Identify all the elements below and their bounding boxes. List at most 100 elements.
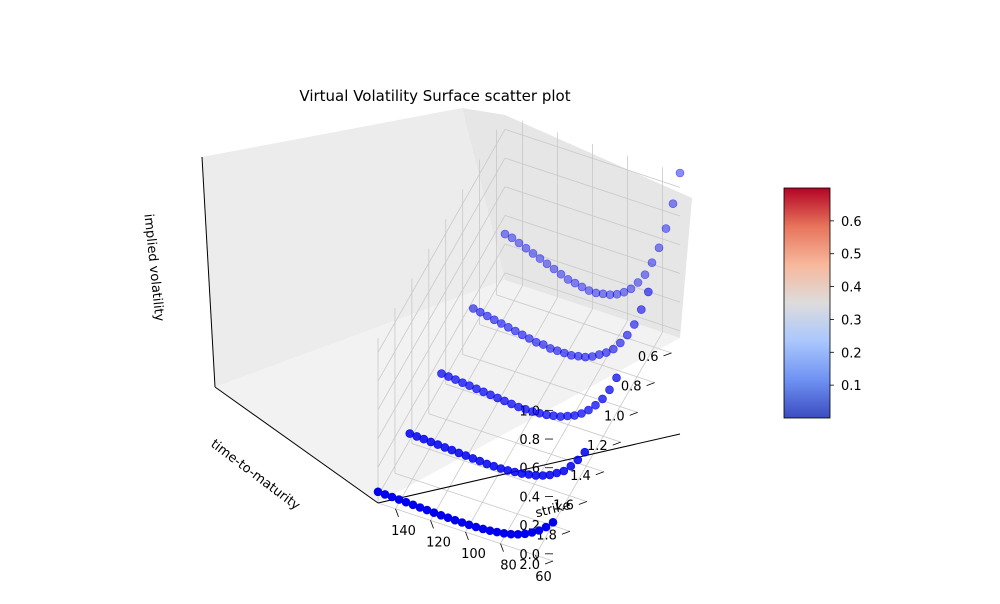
data-point (499, 528, 509, 538)
vol-side-gridline (377, 186, 506, 410)
data-point (598, 289, 608, 299)
colorbar-tick-label: 0.5 (841, 248, 862, 263)
maturity-tick-label: 1.2 (587, 439, 608, 454)
data-point (521, 243, 531, 253)
y-axis-label: time-to-maturity (208, 437, 303, 514)
data-point (615, 338, 625, 348)
maturity-tick-label: 2.0 (519, 558, 540, 573)
data-point (577, 282, 587, 292)
vol-side-gridline (377, 215, 506, 439)
data-point (584, 286, 594, 295)
data-point (580, 447, 590, 457)
data-point (654, 243, 664, 253)
vol-back-gridline (504, 186, 681, 246)
data-point (612, 373, 621, 383)
data-point (566, 461, 576, 471)
maturity-tick-mark (646, 382, 655, 386)
data-point (507, 233, 517, 243)
colorbar-ticks: 0.1 0.2 0.3 0.4 0.5 0.6 (830, 215, 862, 394)
colorbar-tick-label: 0.2 (841, 346, 862, 361)
maturity-tick-mark (663, 352, 672, 357)
data-point (528, 249, 538, 258)
maturity-tick-mark (561, 530, 571, 535)
data-point (643, 287, 653, 297)
maturity-tick-mark (578, 501, 588, 505)
colorbar (783, 187, 831, 419)
vol-tick-label: 0.0 (519, 548, 540, 563)
data-point (510, 467, 520, 477)
data-point (549, 264, 559, 274)
data-point (622, 330, 632, 340)
data-point (527, 528, 537, 537)
data-point (503, 322, 513, 332)
strike-tick-label: 80 (500, 559, 517, 574)
maturity-tick-mark (629, 411, 638, 416)
data-point (468, 304, 478, 313)
vol-side-gridline (377, 129, 506, 353)
maturity-tick-mark (612, 441, 621, 446)
data-point (437, 369, 446, 378)
maturity-tick-label: 1.0 (604, 409, 625, 424)
data-point (475, 307, 485, 317)
data-point (493, 393, 502, 403)
maturity-tick-label: 0.6 (638, 350, 659, 365)
maturity-tick-label: 0.8 (621, 380, 642, 395)
data-point (591, 400, 600, 410)
maturity-tick-label: 1.6 (553, 499, 574, 514)
maturity-floor-gridline (496, 294, 672, 354)
data-point (647, 258, 657, 268)
vol-tick-label: 0.8 (519, 433, 540, 448)
strike-tick-mark (430, 520, 434, 529)
data-point (541, 522, 551, 532)
axis-lines (201, 156, 681, 504)
data-point (535, 254, 545, 263)
data-point (612, 289, 622, 299)
data-point (556, 269, 566, 279)
maturity-tick-label: 1.4 (570, 469, 591, 484)
data-point (668, 199, 678, 208)
data-point (472, 384, 481, 394)
data-point (570, 278, 580, 288)
data-point (405, 429, 415, 438)
data-point (584, 405, 593, 415)
data-point (661, 224, 671, 233)
strike-tick-label: 60 (535, 570, 552, 585)
data-point (542, 259, 552, 269)
data-point (524, 334, 534, 343)
vol-side-gridline (377, 243, 506, 468)
data-point (633, 278, 643, 287)
data-point (636, 305, 646, 314)
data-point (563, 275, 573, 284)
data-point (485, 526, 495, 536)
data-point (608, 344, 618, 354)
maturity-tick-mark (595, 471, 604, 476)
strike-tick-label: 120 (426, 535, 451, 550)
data-point (629, 320, 639, 329)
colorbar-tick-label: 0.4 (841, 281, 862, 296)
vol-tick-label: 0.4 (519, 490, 540, 505)
data-point (514, 402, 523, 412)
data-point (514, 238, 524, 248)
data-point (605, 290, 615, 300)
data-point (482, 311, 492, 321)
data-point (598, 394, 607, 404)
vol-back-gridline (504, 272, 681, 332)
vol-side-gridline (377, 157, 506, 382)
maturity-tick-mark (544, 560, 554, 565)
data-point (548, 517, 558, 527)
strike-floor-gridline (465, 308, 593, 533)
strike-tick-mark (500, 543, 504, 552)
colorbar-tick-label: 0.6 (841, 215, 862, 230)
vol-back-gridline (504, 128, 681, 188)
strike-tick-label: 100 (461, 547, 486, 562)
floor-pane (215, 280, 680, 503)
x-axis-line (377, 433, 681, 504)
data-point (531, 337, 541, 347)
data-points (373, 168, 685, 539)
data-point (626, 284, 636, 294)
data-point (535, 408, 544, 418)
data-point (510, 326, 520, 336)
maturity-floor-gridline (394, 472, 571, 532)
